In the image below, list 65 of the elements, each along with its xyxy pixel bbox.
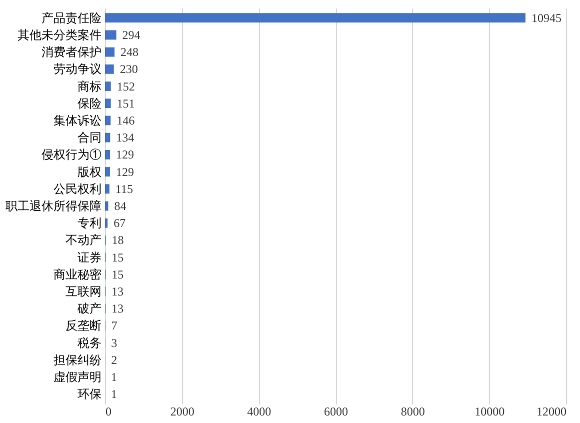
x-tick-label: 6000 (324, 404, 348, 418)
y-tick-label: 证券 (78, 250, 102, 264)
data-label: 13 (112, 302, 124, 316)
data-label: 134 (116, 130, 134, 145)
y-tick-label: 保险 (78, 96, 102, 110)
y-tick-label: 税务 (78, 336, 102, 350)
data-label: 152 (116, 79, 135, 94)
data-label: 129 (116, 164, 134, 179)
data-label: 15 (112, 250, 124, 264)
x-tick-label: 0 (106, 404, 112, 418)
y-tick-label: 其他未分类案件 (18, 28, 102, 42)
x-tick-label: 12000 (536, 404, 566, 418)
data-label: 230 (120, 62, 138, 76)
bar (105, 132, 110, 142)
bar (105, 64, 114, 74)
bar (105, 116, 111, 126)
data-label: 1 (111, 387, 118, 402)
bar (105, 82, 111, 91)
y-tick-label: 反垄断 (66, 318, 102, 333)
y-tick-label: 版权 (78, 164, 102, 179)
x-tick-label: 10000 (474, 404, 505, 418)
data-label: 2 (111, 352, 118, 367)
data-label: 18 (112, 233, 124, 248)
y-tick-label: 专利 (78, 216, 102, 230)
y-tick-label: 破产 (76, 302, 102, 316)
bar (105, 98, 111, 108)
bar (105, 150, 110, 160)
data-label: 129 (116, 148, 134, 162)
y-tick-label: 公民权利 (54, 182, 102, 196)
data-label: 15 (112, 267, 124, 282)
y-tick-label: 侵权行为① (42, 148, 102, 162)
y-tick-label: 职工退休所得保障 (6, 199, 102, 213)
data-label: 1 (111, 370, 118, 384)
x-tick-label: 8000 (400, 404, 425, 418)
data-label: 146 (116, 113, 135, 128)
y-tick-label: 互联网 (66, 284, 102, 299)
x-tick-label: 2000 (170, 404, 194, 418)
bar (105, 218, 108, 228)
y-tick-label: 合同 (78, 130, 102, 145)
data-label: 151 (116, 96, 135, 110)
y-tick-label: 商标 (78, 79, 102, 94)
data-label: 3 (111, 336, 118, 350)
data-label: 248 (120, 45, 139, 60)
y-tick-label: 产品责任险 (42, 10, 102, 25)
y-tick-label: 集体诉讼 (54, 113, 102, 128)
bar (105, 47, 115, 57)
data-label: 115 (115, 182, 133, 196)
data-label: 294 (122, 28, 140, 42)
data-label: 7 (111, 318, 118, 333)
data-label: 67 (114, 216, 126, 230)
y-tick-label: 消费者保护 (42, 45, 102, 60)
y-tick-label: 环保 (78, 387, 102, 402)
x-tick-label: 4000 (247, 404, 272, 418)
data-label: 10945 (531, 10, 562, 25)
y-tick-label: 不动产 (66, 233, 102, 248)
y-tick-label: 商业秘密 (54, 267, 102, 282)
y-tick-label: 担保纠纷 (54, 352, 102, 367)
data-label: 84 (114, 199, 126, 213)
bar (105, 13, 526, 23)
y-tick-label: 虚假声明 (54, 370, 102, 384)
data-label: 13 (112, 284, 124, 299)
y-tick-label: 劳动争议 (54, 62, 102, 76)
bar (105, 167, 110, 176)
bar (105, 184, 110, 194)
bar (105, 30, 116, 40)
